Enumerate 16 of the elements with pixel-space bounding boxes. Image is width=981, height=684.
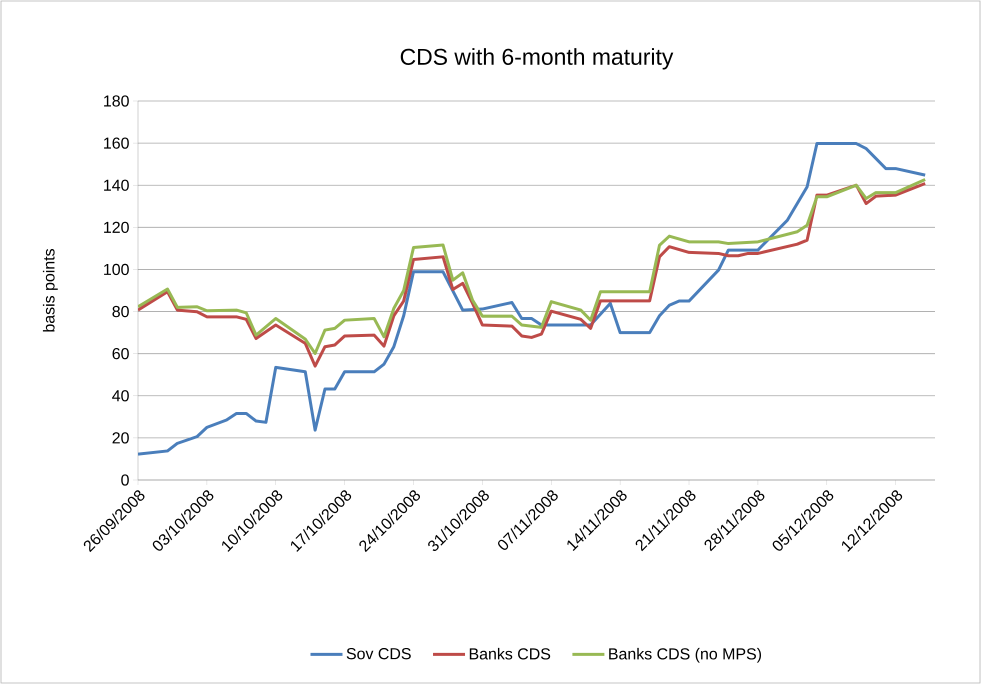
- y-tick-label: 60: [112, 348, 129, 360]
- y-tick-label: 100: [104, 264, 129, 276]
- y-tick-label: 80: [112, 306, 129, 318]
- y-tick-label: 160: [104, 137, 129, 149]
- y-tick-label: 180: [104, 95, 129, 107]
- y-tick-label: 40: [112, 390, 129, 402]
- legend-label: Banks CDS: [470, 648, 550, 660]
- y-tick-label: 0: [121, 474, 129, 486]
- y-tick-label: 140: [104, 180, 129, 191]
- legend-label: Banks CDS (no MPS): [609, 648, 762, 663]
- y-axis-title: basis points: [42, 249, 58, 332]
- chart-title: CDS with 6-month maturity: [400, 48, 674, 70]
- legend-label: Sov CDS: [346, 648, 411, 660]
- line-series: [138, 142, 927, 456]
- y-tick-label: 120: [104, 222, 129, 233]
- y-tick-label: 20: [112, 432, 129, 444]
